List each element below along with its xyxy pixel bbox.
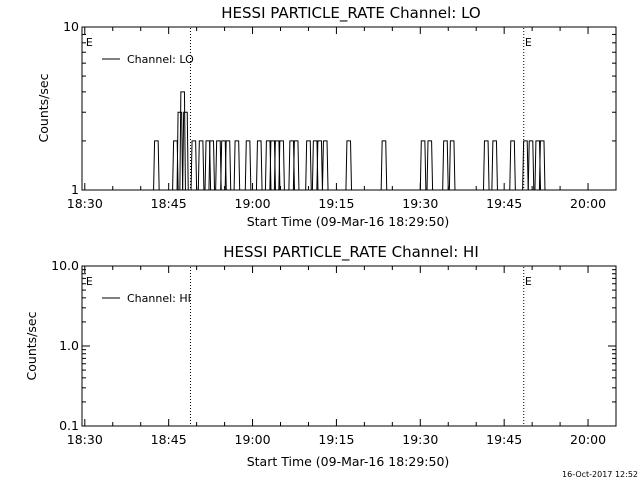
data-pulse-lo-33 [509,140,516,191]
data-pulse-lo-13 [244,140,252,191]
data-pulse-lo-0 [153,140,160,191]
data-pulse-lo-32 [491,140,498,191]
x-axis-label-lo: Start Time (09-Mar-16 18:29:50) [247,214,450,229]
data-pulse-lo-29 [442,140,449,191]
y-tick-label-hi: 1.0 [59,338,79,353]
x-tick-label-hi: 18:30 [67,432,103,447]
data-pulse-lo-14 [255,140,263,191]
data-pulse-lo-24 [321,140,329,191]
data-pulse-lo-18 [278,140,285,191]
panel-hi: HESSI PARTICLE_RATE Channel: HI 18:30 18:… [24,243,617,469]
plot-frame-hi [81,265,617,427]
data-pulse-lo-34 [522,140,529,191]
data-pulse-lo-2 [176,111,184,191]
y-tick-label-lo: 10 [63,19,79,34]
x-tick-label-hi: 19:15 [318,432,354,447]
x-tick-label-hi: 19:30 [402,432,438,447]
vertical-markers-hi [189,267,525,425]
x-tick-label-lo: 20:00 [570,196,606,211]
y-tick-label-hi: 10.0 [51,258,79,273]
series-lo [153,91,546,191]
x-tick-label-hi: 18:45 [151,432,187,447]
data-pulse-lo-20 [292,140,300,191]
event-marker-lo: E [86,36,93,49]
x-tick-label-hi: 19:45 [486,432,522,447]
data-pulse-lo-3 [179,91,186,191]
x-tick-label-hi: 20:00 [570,432,606,447]
vertical-markers-lo [189,28,525,189]
y-axis-label-lo: Counts/sec [36,73,51,142]
data-pulse-lo-26 [380,140,388,191]
data-pulse-lo-25 [345,140,353,191]
legend-lo: Channel: LO [102,53,194,66]
x-tick-label-lo: 18:30 [67,196,103,211]
legend-label-lo: Channel: LO [127,53,194,66]
data-pulse-lo-27 [419,140,427,191]
x-tick-label-hi: 19:00 [235,432,271,447]
data-pulse-lo-21 [305,140,312,191]
x-tick-label-lo: 19:00 [235,196,271,211]
x-tick-label-lo: 19:15 [318,196,354,211]
y-axis-lo: 1 10 [63,19,616,197]
plot-frame-lo [81,26,617,191]
data-pulse-lo-35 [527,140,535,191]
x-axis-label-hi: Start Time (09-Mar-16 18:29:50) [247,454,450,469]
data-pulse-lo-30 [448,140,456,191]
data-pulse-lo-11 [224,140,232,191]
event-marker-hi: E [86,275,93,288]
panel-lo: HESSI PARTICLE_RATE Channel: LO 18:30 18:… [36,4,617,229]
y-tick-label-lo: 1 [71,182,79,197]
data-pulse-lo-12 [233,140,241,191]
data-pulse-lo-6 [197,140,205,191]
x-axis-lo: 18:30 18:45 19:00 19:15 19:30 19:45 20:00 [67,27,617,211]
y-axis-label-hi: Counts/sec [24,311,39,380]
event-marker-lo: E [525,36,532,49]
y-tick-label-hi: 0.1 [59,418,79,433]
data-pulse-lo-23 [316,140,323,191]
legend-label-hi: Channel: HI [127,292,191,305]
generated-timestamp: 16-Oct-2017 12:52 [562,470,638,479]
x-tick-label-lo: 19:30 [402,196,438,211]
data-pulse-lo-4 [182,111,189,191]
data-pulse-lo-28 [426,140,434,191]
chart-title-lo: HESSI PARTICLE_RATE Channel: LO [221,4,480,23]
data-pulse-lo-7 [204,140,212,191]
data-pulse-lo-31 [482,140,490,191]
chart-title-hi: HESSI PARTICLE_RATE Channel: HI [223,243,479,262]
data-pulse-lo-8 [208,140,216,191]
x-tick-label-lo: 19:45 [486,196,522,211]
x-axis-hi: 18:30 18:45 19:00 19:15 19:30 19:45 20:00 [67,266,617,447]
data-pulse-lo-5 [190,140,198,191]
data-pulse-lo-37 [538,140,546,191]
y-axis-hi: 0.1 1.0 10.0 [51,258,616,433]
x-tick-label-lo: 18:45 [151,196,187,211]
event-marker-hi: E [525,275,532,288]
legend-hi: Channel: HI [102,292,191,305]
